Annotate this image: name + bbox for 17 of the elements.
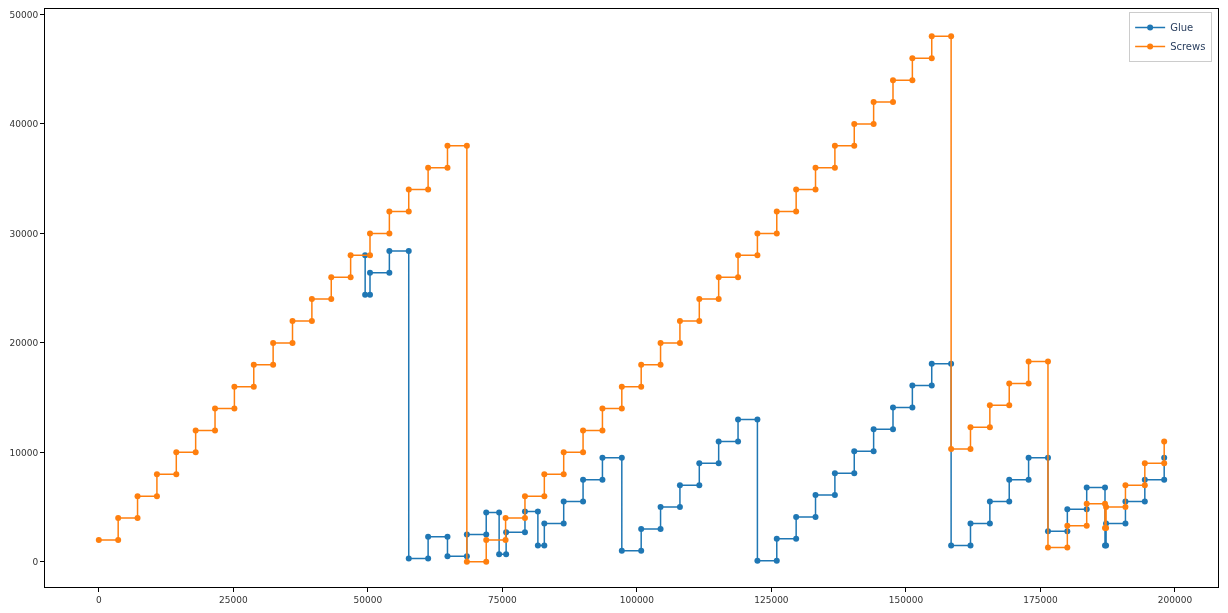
x-tick-label: 25000	[219, 594, 248, 605]
x-tick-label: 0	[95, 594, 102, 605]
y-tick-label: 40000	[9, 119, 39, 130]
y-tick-label: 50000	[9, 9, 39, 20]
y-tick-label: 10000	[9, 447, 39, 458]
y-tick-label: 30000	[9, 228, 39, 239]
x-tick-label: 100000	[619, 594, 655, 605]
y-tick-label: 20000	[9, 338, 39, 349]
x-tick-label: 125000	[754, 594, 789, 605]
x-tick-label: 75000	[488, 594, 517, 605]
x-tick-label: 200000	[1157, 594, 1193, 605]
x-tick-label: 175000	[1023, 594, 1058, 605]
legend-label: Glue	[1170, 22, 1194, 34]
y-tick-label: 0	[32, 556, 39, 567]
x-tick-label: 50000	[353, 594, 383, 605]
legend-label: Screws	[1170, 41, 1206, 53]
x-tick-label: 150000	[888, 594, 924, 605]
